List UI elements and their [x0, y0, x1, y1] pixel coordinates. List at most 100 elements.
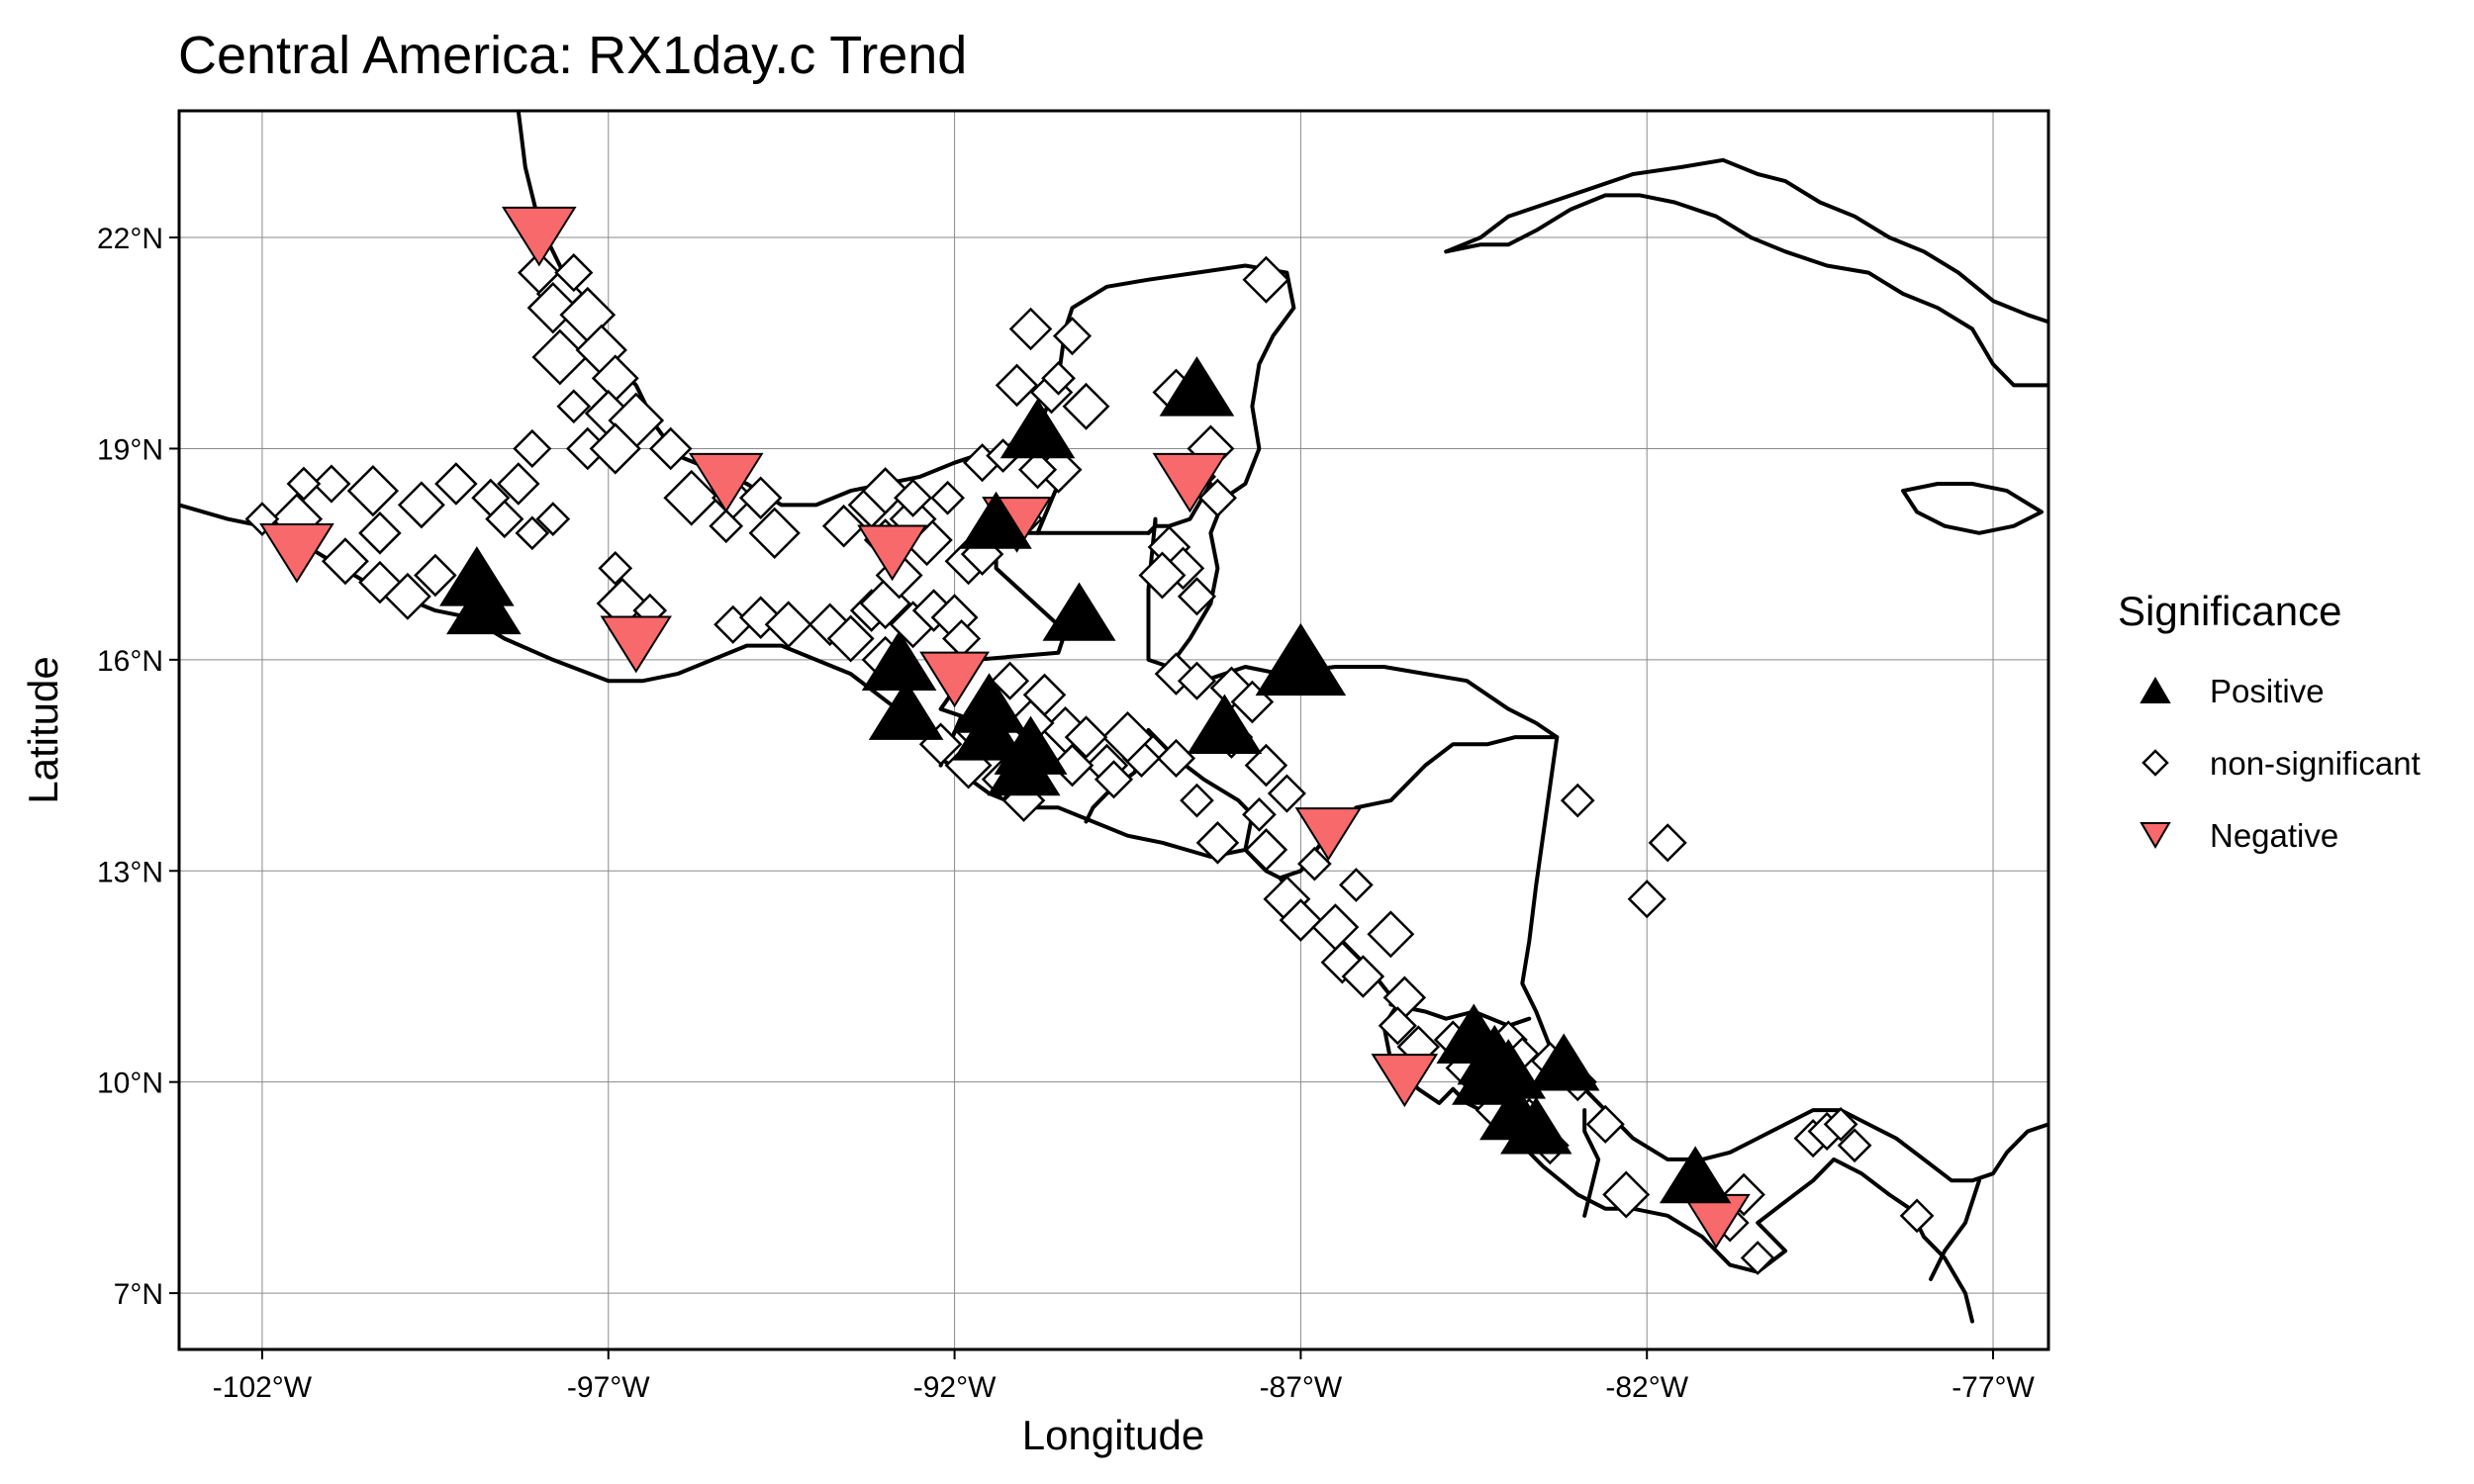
legend-item-nonsig: non-significant [2141, 745, 2421, 782]
y-tick-label: 10°N [97, 1067, 163, 1100]
coastline-12 [1582, 1108, 1601, 1218]
nonsig-station-marker [1367, 910, 1415, 959]
nonsig-station-marker [1050, 743, 1094, 788]
station-markers [244, 206, 1935, 1275]
nonsig-station-marker [990, 661, 1030, 700]
nonsig-station-marker [894, 478, 933, 517]
coastline-4 [1901, 482, 2044, 535]
legend-item-negative: Negative [2140, 817, 2338, 854]
positive-station-marker [868, 680, 944, 740]
nonsig-station-marker [1339, 868, 1374, 902]
nonsig-station-marker [648, 426, 693, 471]
nonsig-station-marker [1008, 307, 1053, 351]
nonsig-station-marker [1297, 846, 1332, 881]
nonsig-station-marker [764, 601, 812, 649]
chart-title: Central America: RX1day.c Trend [178, 26, 967, 85]
nonsig-station-marker [930, 480, 965, 515]
nonsig-station-marker [1244, 828, 1288, 872]
nonsig-station-marker [526, 282, 579, 334]
nonsig-station-marker [1197, 478, 1238, 517]
nonsig-station-marker [1180, 783, 1214, 818]
x-tick-label: -92°W [913, 1371, 997, 1404]
nonsig-station-marker [515, 515, 550, 551]
nonsig-station-marker [1899, 1198, 1935, 1234]
coastline-1 [516, 111, 2048, 1183]
nonsig-station-marker [1177, 577, 1217, 616]
nonsig-station-marker [1648, 823, 1687, 863]
positive-triangle-icon [2140, 677, 2171, 703]
nonsig-station-marker [1740, 1241, 1775, 1275]
nonsig-station-marker [826, 614, 875, 663]
nonsig-station-marker [738, 476, 783, 520]
nonsig-station-marker [589, 422, 641, 475]
nonsig-station-marker [414, 553, 457, 598]
y-tick-label: 13°N [97, 856, 163, 888]
x-tick-label: -102°W [213, 1371, 313, 1404]
legend-item-positive: Positive [2140, 673, 2325, 709]
positive-station-marker [952, 701, 1026, 761]
nonsig-station-marker [383, 572, 431, 620]
positive-station-marker [1659, 1146, 1732, 1204]
positive-station-marker [960, 491, 1032, 549]
nonsig-station-marker [1279, 898, 1323, 942]
y-tick-label: 19°N [97, 433, 163, 466]
nonsig-station-marker [1585, 1104, 1625, 1144]
positive-station-marker [1500, 1096, 1572, 1155]
nonsig-station-marker [1837, 1128, 1872, 1163]
nonsig-station-marker [1064, 715, 1108, 759]
nonsig-station-marker [1823, 1106, 1858, 1142]
positive-station-marker [1187, 694, 1263, 755]
nonsig-station-marker [1341, 955, 1385, 998]
nonsig-station-marker [1378, 1006, 1417, 1046]
y-tick-label: 22°N [97, 223, 163, 255]
coastline-2 [1444, 157, 2048, 325]
nonsig-station-marker [1094, 760, 1134, 799]
negative-station-marker [502, 206, 577, 267]
negative-triangle-icon [2140, 822, 2171, 849]
nonsig-station-marker [748, 507, 801, 559]
positive-station-marker [999, 398, 1076, 459]
nonsig-station-marker [535, 502, 571, 536]
nonsig-station-marker [1267, 774, 1306, 813]
negative-station-marker [688, 452, 764, 513]
nonsig-station-marker [556, 389, 592, 424]
negative-station-marker [259, 523, 334, 584]
nonsig-station-marker [358, 511, 402, 555]
negative-station-marker [600, 615, 672, 674]
nonsig-station-marker [244, 502, 280, 536]
negative-station-marker [1371, 1054, 1439, 1108]
positive-station-marker [861, 630, 937, 692]
legend-label-nonsig: non-significant [2210, 745, 2421, 782]
coastline-7 [1035, 482, 1061, 535]
nonsig-station-marker [1017, 450, 1058, 490]
nonsig-station-marker [1022, 673, 1067, 717]
nonsig-station-marker [598, 551, 633, 586]
nonsig-station-marker [497, 462, 540, 506]
nonsig-station-marker [1195, 821, 1240, 865]
nonsig-station-marker [821, 504, 866, 548]
nonsig-station-marker [1560, 783, 1595, 818]
nonsig-station-marker [1041, 360, 1076, 396]
nonsig-station-marker [321, 537, 369, 586]
x-axis-ticks: -102°W -97°W -92°W -87°W -82°W -77°W [213, 1349, 2036, 1404]
nonsig-station-marker [434, 462, 478, 506]
x-axis-title: Longitude [1022, 1412, 1205, 1458]
positive-station-marker [987, 737, 1061, 796]
y-tick-label: 7°N [114, 1278, 163, 1311]
nonsig-station-marker [485, 500, 524, 539]
positive-station-marker [1255, 622, 1347, 696]
positive-station-marker [446, 574, 522, 635]
positive-station-marker [1159, 356, 1235, 417]
legend: Significance Positive non-significant Ne… [2118, 588, 2421, 854]
nonsig-station-marker [554, 253, 594, 293]
x-tick-label: -97°W [567, 1371, 650, 1404]
positive-station-marker [1452, 1047, 1524, 1105]
nonsig-station-marker [1244, 743, 1288, 788]
coastline-3 [1444, 193, 2048, 388]
legend-title: Significance [2118, 588, 2341, 634]
coastline-13 [1929, 1178, 1981, 1281]
negative-station-marker [919, 651, 990, 708]
positive-station-marker [1528, 1033, 1600, 1091]
nonsig-station-marker [312, 464, 351, 504]
